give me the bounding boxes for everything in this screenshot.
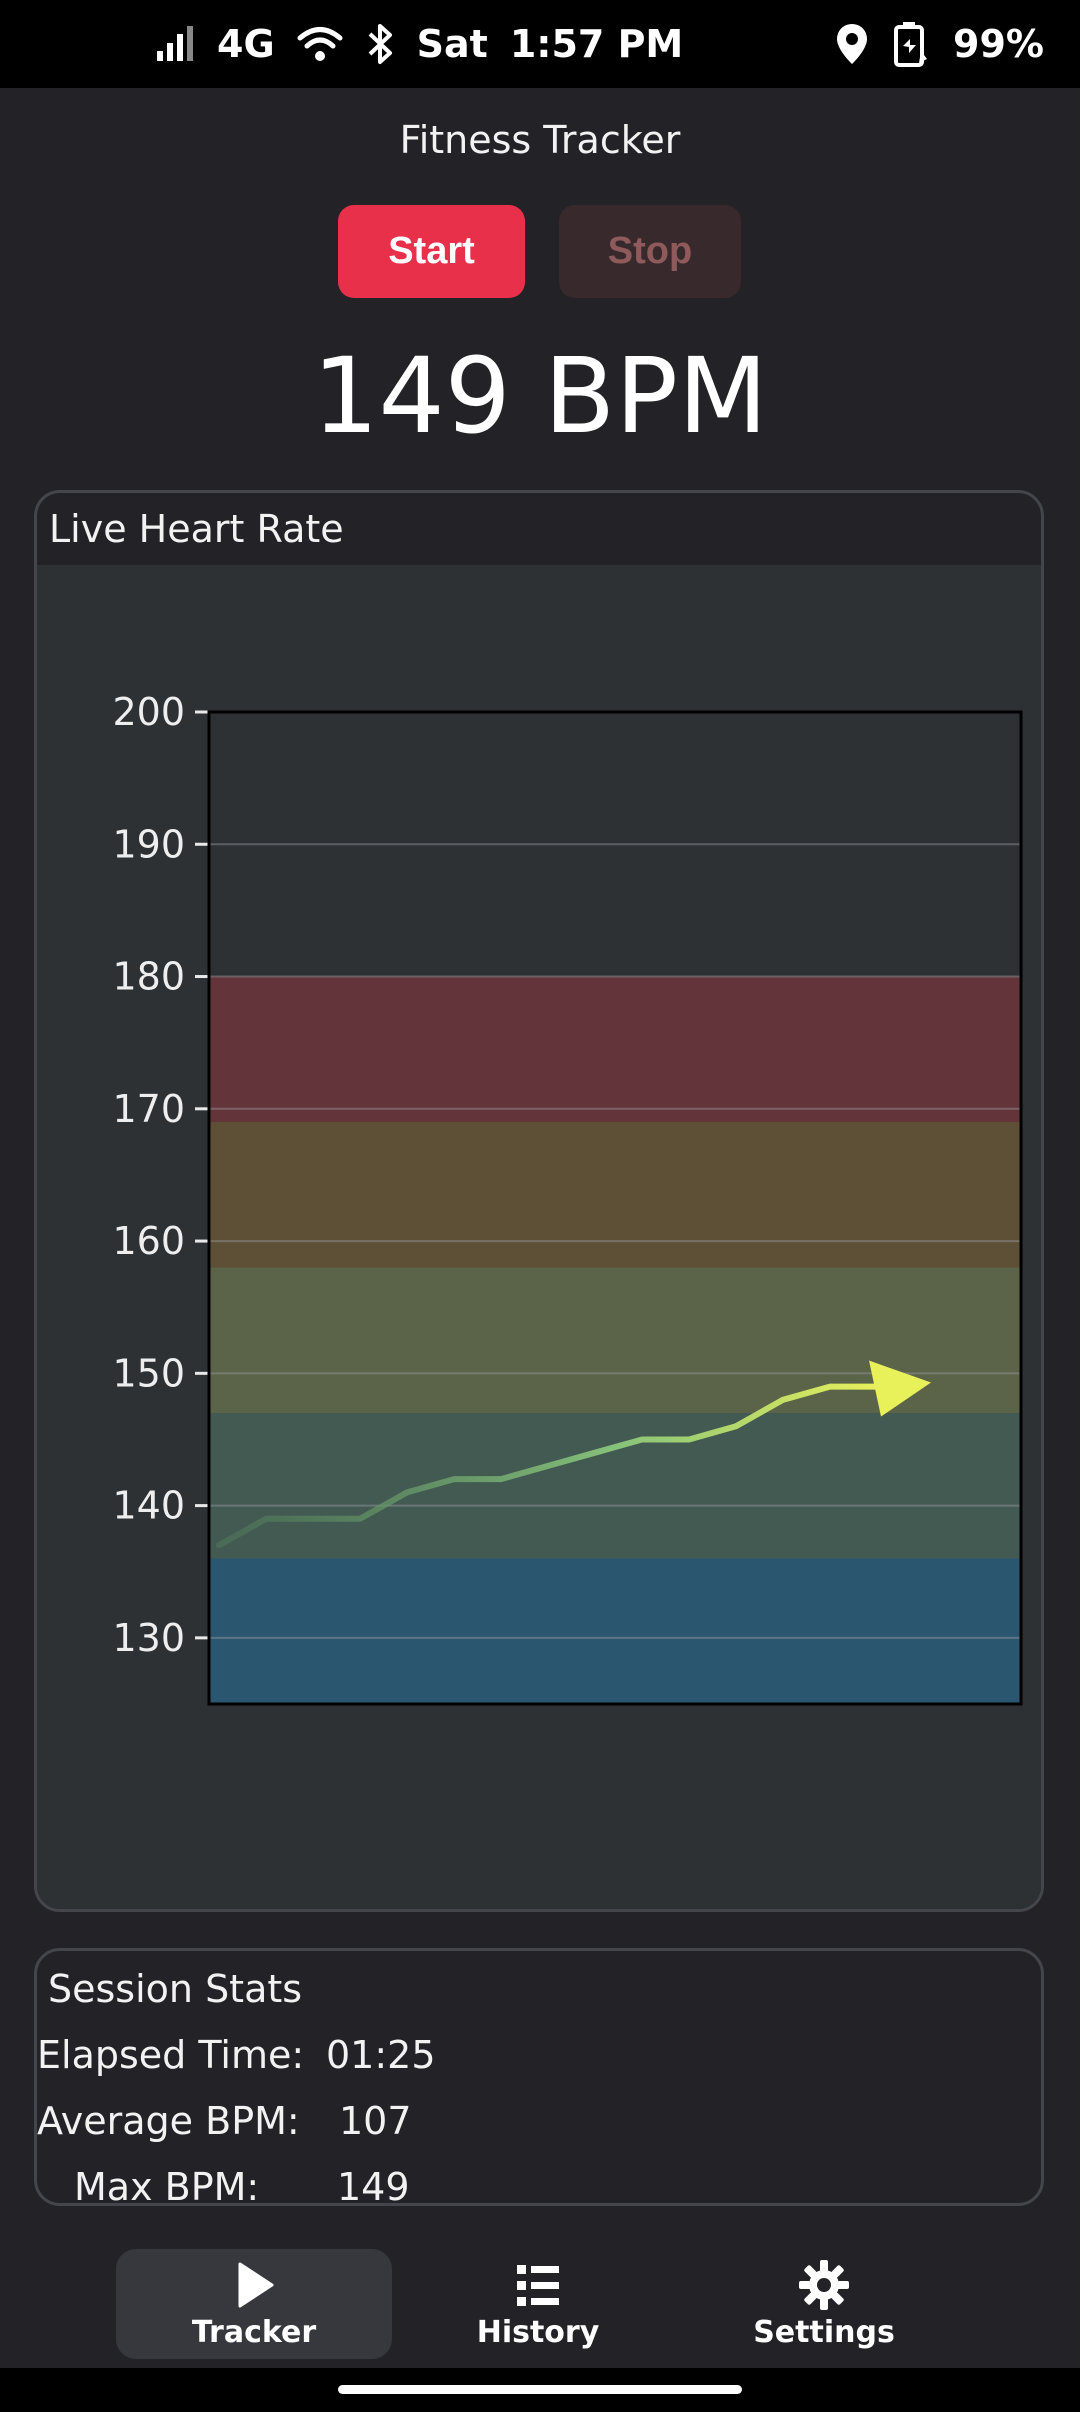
signal-icon bbox=[155, 25, 195, 63]
y-tick-label-190: 190 bbox=[112, 822, 185, 866]
y-tick-label-150: 150 bbox=[112, 1351, 185, 1395]
hr-zone-2 bbox=[209, 1413, 1021, 1559]
network-type: 4G bbox=[217, 22, 275, 66]
hr-zone-5 bbox=[209, 976, 1021, 1123]
max-bpm-label: Max BPM: bbox=[74, 2165, 260, 2206]
bottom-navigation: Tracker History Se bbox=[0, 2232, 1080, 2368]
y-tick-label-170: 170 bbox=[112, 1087, 185, 1131]
nav-history-label: History bbox=[476, 2314, 600, 2350]
app-title: Fitness Tracker bbox=[399, 118, 681, 162]
average-bpm-label: Average BPM: bbox=[37, 2099, 300, 2143]
nav-tracker-label: Tracker bbox=[191, 2314, 317, 2350]
bpm-display: 149 BPM bbox=[312, 335, 768, 457]
stats-title: Session Stats bbox=[48, 1967, 303, 2011]
trend-arrow-head bbox=[869, 1360, 931, 1417]
nav-history[interactable]: History bbox=[400, 2249, 676, 2359]
nav-settings[interactable]: Settings bbox=[686, 2249, 962, 2359]
home-indicator-area bbox=[0, 2368, 1080, 2412]
wifi-icon bbox=[297, 25, 343, 63]
status-left: 4G Sat 1:57 PM bbox=[155, 0, 683, 88]
status-time: 1:57 PM bbox=[509, 22, 684, 66]
y-tick-label-140: 140 bbox=[112, 1484, 185, 1528]
start-button[interactable]: Start bbox=[338, 205, 525, 298]
y-tick-label-160: 160 bbox=[112, 1219, 185, 1263]
session-stats-card: Session Stats Elapsed Time: 01:25 Averag… bbox=[34, 1948, 1044, 2206]
stop-button[interactable]: Stop bbox=[559, 205, 741, 298]
location-icon bbox=[835, 22, 869, 66]
elapsed-time-label: Elapsed Time: bbox=[37, 2033, 305, 2077]
status-bar: 4G Sat 1:57 PM bbox=[0, 0, 1080, 88]
y-tick-label-130: 130 bbox=[112, 1616, 185, 1660]
heart-rate-line bbox=[216, 1383, 880, 1549]
play-icon bbox=[238, 2262, 274, 2307]
status-right: 99% bbox=[835, 0, 1044, 88]
heart-rate-card: Live Heart Rate 130 140 150 160 170 180 190 200 bbox=[34, 490, 1044, 1912]
bluetooth-icon bbox=[365, 22, 395, 66]
list-icon bbox=[517, 2264, 559, 2306]
gear-icon bbox=[799, 2259, 849, 2310]
chart-card-title: Live Heart Rate bbox=[49, 507, 344, 551]
heart-rate-chart: 130 140 150 160 170 180 190 200 bbox=[112, 690, 1023, 1706]
y-tick-label-200: 200 bbox=[112, 690, 185, 734]
average-bpm-value: 107 bbox=[339, 2099, 412, 2143]
nav-tracker[interactable]: Tracker bbox=[116, 2249, 392, 2359]
status-day: Sat bbox=[416, 22, 488, 66]
y-tick-label-180: 180 bbox=[112, 955, 185, 999]
plot-frame bbox=[207, 710, 1023, 1706]
home-indicator[interactable] bbox=[338, 2385, 742, 2394]
elapsed-time-value: 01:25 bbox=[326, 2033, 436, 2077]
chart-area: 130 140 150 160 170 180 190 200 bbox=[37, 565, 1041, 1909]
nav-settings-label: Settings bbox=[753, 2314, 895, 2350]
max-bpm-value: 149 bbox=[337, 2165, 410, 2206]
battery-saver-icon bbox=[893, 21, 929, 67]
hr-zone-4 bbox=[209, 1122, 1021, 1268]
battery-percent: 99% bbox=[953, 22, 1044, 66]
hr-zone-1 bbox=[209, 1558, 1021, 1704]
